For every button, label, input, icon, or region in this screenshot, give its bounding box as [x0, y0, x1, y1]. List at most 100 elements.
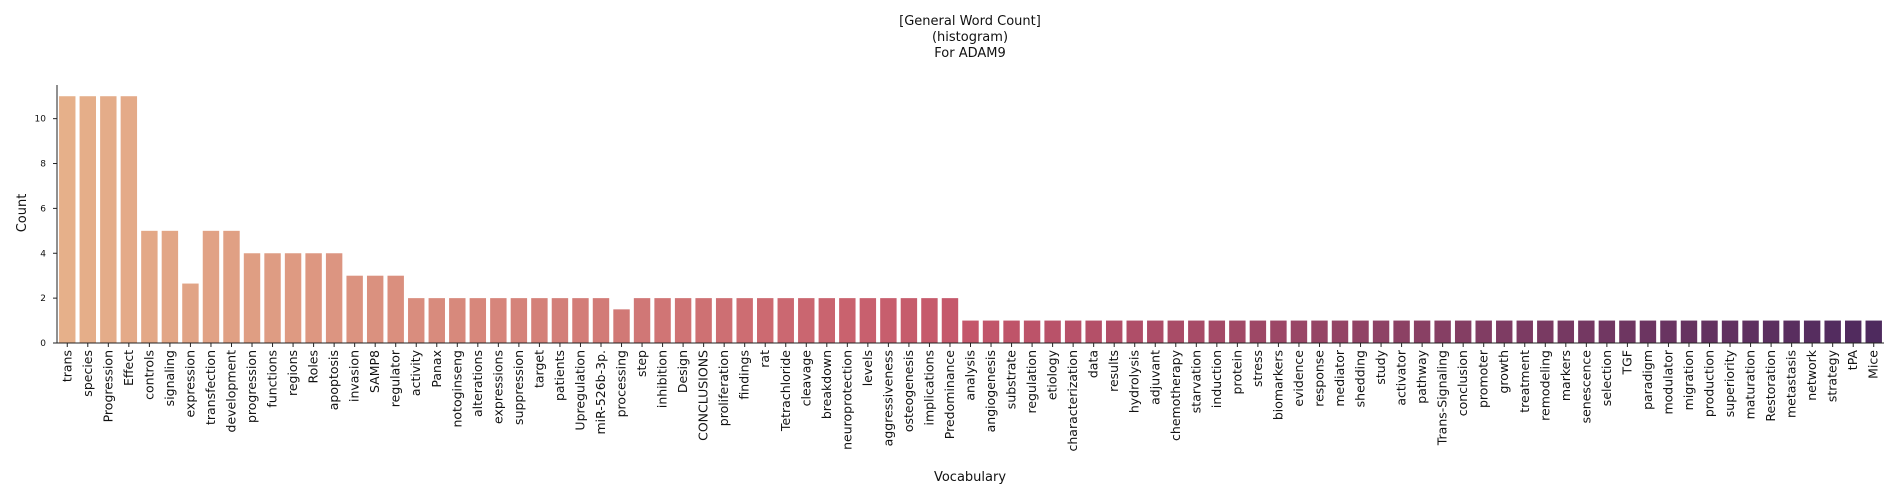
x-tick-label: invasion	[347, 350, 362, 402]
x-tick-label: Upregulation	[572, 350, 587, 431]
x-tick-label: processing	[614, 350, 629, 417]
chart-title-line-2: (histogram)	[932, 30, 1008, 45]
x-tick-label: development	[223, 350, 238, 433]
bar-miR-526b-3p.	[592, 298, 610, 343]
x-tick-label: paradigm	[1640, 350, 1655, 410]
bar-expression	[182, 283, 199, 343]
bar-controls	[141, 230, 158, 343]
bar-processing	[613, 309, 630, 343]
x-tick-label: migration	[1681, 350, 1696, 410]
bar-study	[1372, 320, 1390, 343]
bar-step	[633, 298, 651, 343]
bar-target	[531, 298, 548, 343]
bar-Tetrachloride	[777, 298, 794, 343]
x-tick-label: tPA	[1845, 350, 1860, 371]
x-tick-label: Progression	[100, 350, 115, 422]
bar-Roles	[305, 253, 322, 343]
x-tick-label: Effect	[121, 350, 136, 386]
x-tick-label: target	[531, 350, 546, 388]
x-tick-label: CONCLUSIONS	[696, 350, 711, 441]
x-tick-label: osteogenesis	[901, 350, 916, 432]
x-axis-label: Vocabulary	[934, 470, 1006, 485]
bar-alterations	[469, 298, 487, 343]
x-tick-label: apoptosis	[326, 350, 341, 410]
x-tick-label: growth	[1496, 350, 1511, 394]
x-tick-label: species	[80, 350, 95, 397]
bar-suppression	[510, 298, 528, 343]
bar-maturation	[1742, 320, 1759, 343]
x-tick-label: cleavage	[798, 350, 813, 407]
bar-adjuvant	[1147, 320, 1164, 343]
x-tick-label: maturation	[1743, 350, 1758, 419]
bar-invasion	[346, 275, 363, 343]
bar-senescence	[1578, 320, 1595, 343]
bar-activator	[1393, 320, 1410, 343]
bars	[59, 96, 1882, 343]
bar-rat	[757, 298, 774, 343]
x-tick-label: aggressiveness	[880, 350, 895, 446]
x-tick-label: conclusion	[1455, 350, 1470, 416]
bar-Design	[674, 298, 692, 343]
x-tick-label: Tetrachloride	[778, 350, 793, 432]
bar-shedding	[1352, 320, 1369, 343]
bar-trans	[59, 96, 76, 343]
bar-breakdown	[818, 298, 836, 343]
bar-promoter	[1475, 320, 1492, 343]
x-tick-label: superiority	[1722, 349, 1737, 417]
bar-angiogenesis	[982, 320, 1000, 343]
x-tick-label: inhibition	[655, 350, 670, 408]
bar-chemotherapy	[1167, 320, 1184, 343]
x-tick-label: adjuvant	[1147, 350, 1162, 405]
x-tick-label: regions	[285, 350, 300, 396]
x-tick-label: markers	[1558, 350, 1573, 401]
x-tick-label: findings	[737, 350, 752, 400]
bar-strategy	[1824, 320, 1841, 343]
bar-data	[1085, 320, 1102, 343]
x-tick-label: induction	[1209, 350, 1224, 408]
x-tick-label: biomarkers	[1270, 350, 1285, 420]
bar-selection	[1598, 320, 1616, 343]
bar-levels	[859, 298, 877, 343]
x-tick-label: Mice	[1866, 350, 1881, 379]
x-tick-label: implications	[921, 350, 936, 426]
x-tick-label: strategy	[1825, 349, 1840, 402]
bar-metastasis	[1783, 320, 1800, 343]
bar-Upregulation	[572, 298, 589, 343]
x-tick-label: functions	[265, 350, 280, 408]
y-tick-label: 2	[40, 294, 46, 304]
x-tick-label: suppression	[511, 350, 526, 425]
x-tick-label: activator	[1394, 349, 1409, 406]
bar-conclusion	[1454, 320, 1472, 343]
x-tick-label: expression	[182, 350, 197, 417]
x-tick-label: regulation	[1024, 350, 1039, 414]
bar-Predominance	[941, 298, 959, 343]
bar-response	[1311, 320, 1328, 343]
bar-production	[1701, 320, 1718, 343]
x-tick-label: proliferation	[716, 350, 731, 426]
bar-Restoration	[1762, 320, 1780, 343]
x-tick-label: angiogenesis	[983, 350, 998, 432]
x-tick-label: SAMP8	[367, 350, 382, 393]
x-tick-label: selection	[1599, 350, 1614, 406]
bar-Progression	[100, 96, 117, 343]
bar-development	[223, 230, 240, 343]
bar-stress	[1249, 320, 1267, 343]
bar-regulation	[1023, 320, 1041, 343]
chart-title: [General Word Count] (histogram) For ADA…	[899, 14, 1041, 61]
bar-SAMP8	[366, 275, 384, 343]
bar-pathway	[1413, 320, 1431, 343]
x-tick-label: results	[1106, 350, 1121, 392]
bar-starvation	[1188, 320, 1205, 343]
bar-treatment	[1516, 320, 1533, 343]
bar-species	[79, 96, 96, 343]
bar-cleavage	[798, 298, 815, 343]
x-tick-label: starvation	[1188, 350, 1203, 413]
x-tick-label: etiology	[1045, 349, 1060, 400]
x-tick-label: evidence	[1291, 350, 1306, 407]
x-tick-label: regulator	[388, 349, 403, 407]
x-tick-label: analysis	[963, 350, 978, 401]
x-tick-label: expressions	[490, 350, 505, 424]
bar-superiority	[1721, 320, 1739, 343]
x-tick-label: TGF	[1619, 350, 1634, 376]
x-tick-label: signaling	[162, 350, 177, 406]
